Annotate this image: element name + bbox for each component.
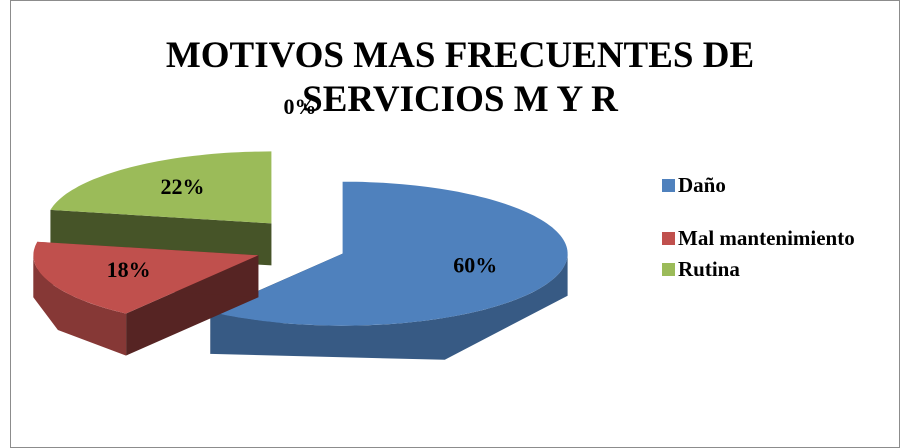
slice-side xyxy=(33,255,127,356)
slice xyxy=(33,241,259,314)
chart-title: MOTIVOS MAS FRECUENTES DE SERVICIOS M Y … xyxy=(165,35,755,120)
legend-swatch xyxy=(662,179,675,192)
data-label: 22% xyxy=(161,174,205,199)
legend-label: Mal mantenimiento xyxy=(678,226,855,250)
data-label: 0% xyxy=(284,94,317,119)
legend-entry: Daño xyxy=(662,172,862,198)
legend-swatch xyxy=(662,232,675,245)
legend-entry: Mal mantenimiento xyxy=(662,225,862,251)
slice-side xyxy=(210,253,568,360)
legend-swatch xyxy=(662,263,675,276)
slice xyxy=(210,181,568,326)
legend: Daño Mal mantenimiento Rutina xyxy=(662,172,862,282)
legend-entry: Rutina xyxy=(662,256,862,282)
legend-label: Daño xyxy=(678,173,726,197)
slice xyxy=(50,151,272,224)
legend-label: Rutina xyxy=(678,257,740,281)
data-label: 60% xyxy=(453,252,497,277)
data-label: 18% xyxy=(107,257,151,282)
